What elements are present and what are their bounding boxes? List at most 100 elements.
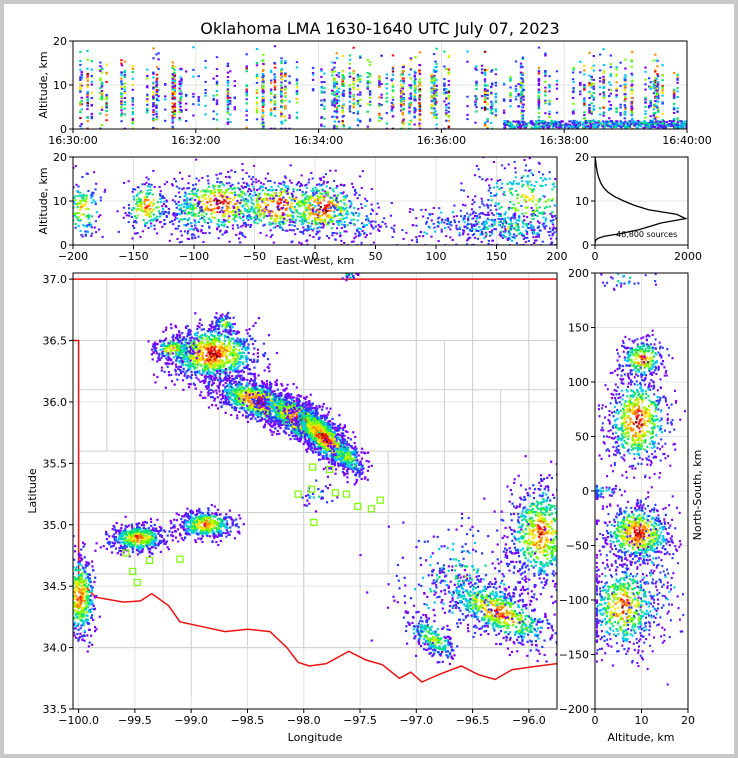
ew-altitude-cell [71, 222, 73, 224]
time-height-cell [337, 105, 341, 108]
ew-altitude-cell [323, 195, 326, 198]
ew-altitude-cell [510, 207, 513, 210]
time-height-cell [509, 78, 512, 80]
time-height-cell [555, 111, 559, 114]
time-height-cell [173, 104, 176, 106]
time-height-cell [414, 88, 417, 91]
ew-altitude-cell [548, 177, 551, 180]
time-height-cell [409, 68, 413, 71]
ew-altitude-cell [560, 189, 562, 191]
time-height-cell [295, 90, 299, 93]
ew-altitude-cell [345, 206, 348, 209]
ew-altitude-cell [250, 206, 254, 208]
time-height-cell [320, 116, 323, 119]
time-height-cell [572, 66, 575, 69]
time-height-cell [80, 103, 83, 106]
time-height-cell [630, 108, 633, 111]
time-height-cell [598, 93, 602, 96]
time-height-cell [378, 85, 381, 88]
ew-altitude-cell [531, 210, 534, 213]
ew-altitude-cell [393, 230, 396, 233]
time-height-cell [226, 84, 230, 87]
ew-altitude-cell [365, 215, 368, 218]
ew-altitude-cell [234, 211, 237, 214]
ew-altitude-cell [311, 197, 314, 199]
time-height-cell [572, 80, 575, 83]
ew-altitude-cell [349, 222, 353, 225]
time-height-cell [171, 86, 174, 88]
ew-altitude-cell [447, 226, 450, 229]
time-height-cell [524, 124, 527, 127]
time-height-cell [280, 99, 284, 102]
ew-altitude-cell [538, 221, 541, 224]
time-height-cell [598, 77, 602, 79]
ew-altitude-cell [135, 217, 138, 219]
ew-altitude-cell [331, 202, 334, 205]
ew-altitude-cell [300, 174, 303, 177]
ew-altitude-cell [422, 215, 425, 218]
ew-altitude-cell [247, 210, 250, 213]
ew-altitude-cell [551, 232, 554, 235]
ew-altitude-cell [308, 202, 311, 205]
time-height-cell [368, 96, 372, 99]
ew-altitude-cell [444, 227, 447, 229]
time-height-cell [152, 87, 155, 90]
ew-altitude-cell [151, 193, 154, 196]
time-height-cell [342, 92, 345, 95]
time-height-cell [447, 126, 451, 129]
ew-altitude-cell [481, 202, 484, 205]
ew-altitude-cell [298, 185, 302, 188]
ew-altitude-cell [90, 223, 93, 226]
time-height-cell [131, 71, 134, 73]
time-height-cell [650, 122, 653, 125]
time-height-cell [540, 125, 543, 128]
time-height-cell [583, 99, 586, 102]
ew-altitude-cell [489, 209, 492, 212]
ew-altitude-cell [310, 222, 313, 225]
time-height-cell [491, 83, 494, 86]
time-height-cell [608, 100, 611, 103]
time-height-cell [644, 122, 647, 125]
time-height-cell [548, 102, 551, 105]
time-height-cell [475, 84, 478, 87]
ew-altitude-cell [324, 209, 327, 212]
ew-altitude-cell [307, 221, 310, 224]
time-height-cell [273, 73, 276, 76]
time-height-cell [226, 112, 229, 114]
time-height-cell [486, 108, 489, 111]
time-height-cell [391, 89, 395, 92]
ew-altitude-cell [91, 194, 94, 197]
ew-altitude-cell [534, 214, 537, 216]
ew-altitude-cell [352, 214, 355, 217]
ew-altitude-cell [278, 224, 281, 227]
ew-altitude-cell [217, 188, 220, 191]
ew-altitude-cell [95, 182, 98, 185]
ew-altitude-cell [411, 208, 415, 211]
ew-altitude-cell [307, 226, 310, 229]
ew-altitude-cell [533, 185, 536, 187]
ew-altitude-cell [152, 198, 155, 201]
ew-altitude-cell [226, 213, 229, 215]
time-height-cell [414, 86, 417, 89]
time-height-cell [280, 74, 284, 77]
ew-altitude-cell [223, 212, 226, 215]
time-height-cell [544, 54, 547, 57]
ew-altitude-cell [122, 206, 126, 209]
ew-altitude-cell [291, 224, 294, 227]
time-height-cell [380, 93, 383, 96]
time-height-cell [517, 105, 520, 108]
time-height-cell [491, 69, 494, 72]
ew-altitude-cell [165, 199, 168, 202]
ew-altitude-cell [218, 206, 221, 209]
ew-altitude-cell [84, 234, 87, 237]
ew-altitude-cell [526, 206, 529, 209]
ew-altitude-cell [346, 224, 349, 227]
time-height-cell [348, 89, 351, 92]
time-height-cell [445, 103, 448, 106]
ew-altitude-cell [321, 222, 324, 225]
time-height-cell [255, 77, 259, 80]
ew-altitude-cell [293, 224, 296, 227]
time-height-cell [152, 111, 155, 114]
ew-altitude-cell [291, 220, 295, 223]
